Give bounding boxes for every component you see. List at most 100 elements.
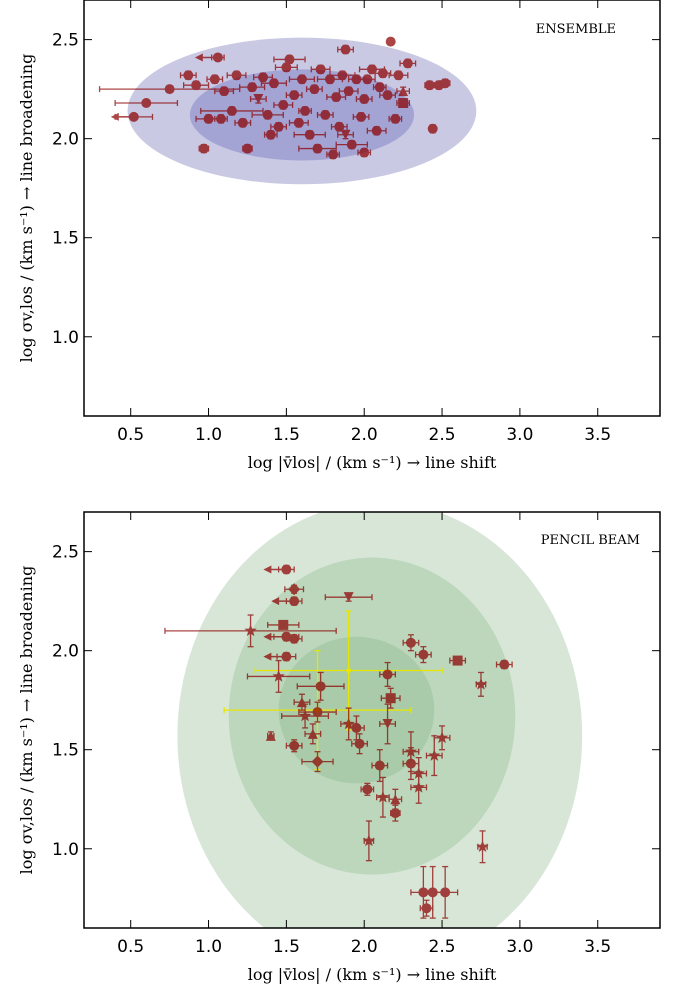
data-point <box>114 98 179 109</box>
data-point <box>285 90 303 101</box>
data-point <box>194 52 225 63</box>
data-point <box>326 92 347 103</box>
data-point <box>296 671 345 701</box>
data-point <box>355 94 373 105</box>
marker-star <box>298 709 312 722</box>
data-point <box>271 596 303 607</box>
y-tick-label: 1.5 <box>52 741 79 761</box>
data-point <box>273 99 294 110</box>
data-point <box>288 74 316 85</box>
marker-circle <box>334 121 345 132</box>
data-point <box>379 703 397 745</box>
data-point <box>495 659 513 670</box>
data-point <box>351 733 368 755</box>
marker-circle <box>424 80 435 91</box>
marker-triangle-up <box>398 86 409 97</box>
data-point <box>285 633 303 644</box>
marker-triangle-down <box>382 718 393 729</box>
data-point <box>388 70 409 81</box>
marker-circle <box>374 82 385 93</box>
x-ticks: 0.5 1.0 1.5 2.0 2.5 3.0 3.5 <box>117 512 611 957</box>
data-point <box>214 86 235 97</box>
data-point <box>357 147 372 158</box>
marker-circle <box>315 64 326 75</box>
y-axis-label: log σv,los / (km s⁻¹) → line broadening <box>17 54 36 363</box>
marker-circle <box>331 92 342 103</box>
marker-circle <box>421 903 432 914</box>
marker-circle <box>209 74 220 85</box>
data-point <box>424 80 435 91</box>
data-point <box>449 655 467 666</box>
marker-circle <box>284 54 295 65</box>
marker-circle <box>296 74 307 85</box>
marker-triangle-down <box>253 94 264 105</box>
marker-circle <box>346 139 357 150</box>
ensemble-chart: 0.5 1.0 1.5 2.0 2.5 3.0 3.5 1.0 1.5 2.0 2.5 ENSEM… <box>17 0 661 472</box>
data-point <box>226 70 247 81</box>
y-tick-label: 1.0 <box>52 328 79 348</box>
data-point <box>304 723 322 745</box>
upper-limit-arrow <box>110 112 119 121</box>
marker-circle <box>385 36 396 47</box>
marker-circle <box>262 109 273 120</box>
upper-limit-arrow <box>263 652 272 661</box>
data-point <box>214 113 228 124</box>
marker-circle <box>281 62 292 73</box>
x-tick-label: 3.5 <box>584 425 611 445</box>
data-point <box>298 143 337 154</box>
marker-star <box>428 749 441 761</box>
data-point <box>270 121 288 132</box>
marker-circle <box>354 738 365 749</box>
x-tick-label: 3.5 <box>584 937 611 957</box>
data-point <box>338 86 359 97</box>
x-tick-label: 0.5 <box>117 425 144 445</box>
marker-diamond <box>311 755 324 768</box>
data-point <box>372 82 387 93</box>
marker-star <box>474 677 488 690</box>
x-tick-label: 3.0 <box>506 425 533 445</box>
marker-circle <box>377 68 388 79</box>
marker-circle <box>393 70 404 81</box>
marker-circle <box>418 649 429 660</box>
x-tick-label: 1.5 <box>273 937 300 957</box>
ellipse-layer <box>177 512 583 928</box>
x-tick-label: 1.0 <box>195 425 222 445</box>
marker-circle <box>242 143 253 154</box>
data-point <box>385 36 396 47</box>
y-tick-label: 2.0 <box>52 130 79 150</box>
data-point <box>396 98 411 109</box>
data-point <box>376 776 390 818</box>
plot-frame <box>83 511 661 929</box>
marker-circle <box>278 99 289 110</box>
x-tick-label: 2.5 <box>429 937 456 957</box>
marker-circle <box>312 707 323 718</box>
data-point <box>301 751 334 773</box>
marker-circle <box>382 90 393 101</box>
data-point <box>427 123 438 134</box>
marker-circle <box>219 86 230 97</box>
y-tick-label: 2.0 <box>52 642 79 662</box>
data-point <box>263 129 278 140</box>
data-point <box>402 634 420 652</box>
data-point <box>110 111 154 122</box>
marker-star <box>342 717 355 730</box>
data-point <box>414 646 432 664</box>
marker-circle <box>324 74 335 85</box>
data-point <box>474 671 488 697</box>
marker-circle <box>371 125 382 136</box>
marker-triangle-up <box>265 730 276 741</box>
data-point <box>267 619 300 630</box>
data-point <box>164 614 337 648</box>
data-point <box>249 94 267 105</box>
upper-limit-arrow <box>194 53 203 62</box>
data-point <box>362 820 376 862</box>
marker-circle <box>237 117 248 128</box>
data-point <box>360 782 375 796</box>
marker-star <box>376 790 390 803</box>
marker-circle <box>247 82 258 93</box>
x-tick-label: 2.0 <box>351 425 378 445</box>
data-point <box>390 804 401 822</box>
marker-circle <box>215 113 226 124</box>
marker-star <box>435 731 449 744</box>
data-point <box>316 109 334 120</box>
